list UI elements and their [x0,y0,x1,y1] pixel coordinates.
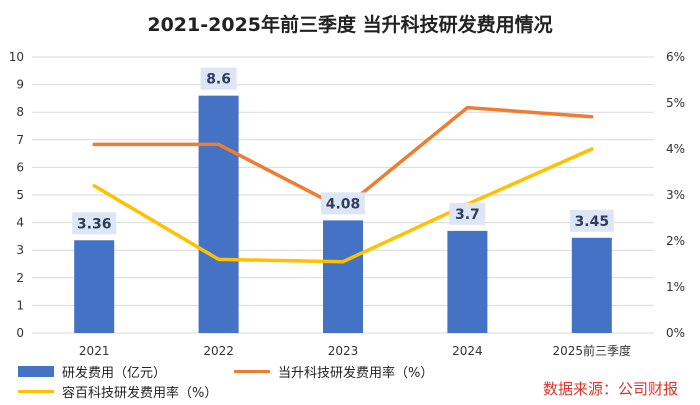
bar-layer [74,95,612,333]
y-left-tick-label: 8 [16,105,24,119]
y-left-tick-label: 4 [16,216,24,230]
x-tick-label: 2025前三季度 [553,343,632,358]
legend-item-line1: 当升科技研发费用率（%） [234,362,433,381]
data-label: 4.08 [326,196,361,212]
legend-label-bar: 研发费用（亿元） [62,366,167,381]
data-label-box [569,209,614,232]
data-source: 数据来源：公司财报 [542,380,678,398]
bar [323,220,363,333]
chart-title: 2021-2025年前三季度 当升科技研发费用情况 [147,14,553,36]
data-label: 3.45 [575,214,610,230]
x-tick-label: 2021 [79,344,110,358]
y-right-tick-label: 5% [666,96,685,110]
y-right-tick-label: 0% [666,326,685,340]
bar [74,240,115,333]
label-layer: 3.36 8.6 4.08 3.7 3.45 [72,67,614,235]
line-series-2 [92,147,594,264]
data-label-box [449,202,486,225]
bar [447,230,488,333]
legend-item-bar: 研发费用（亿元） [18,362,166,381]
legend-label-line1: 当升科技研发费用率（%） [278,366,434,381]
axis-layer: 0 1 2 3 4 5 6 7 8 9 10 0% 1% 2% 3% 4% 5% 6% 2021 2022 2023 20… [9,50,685,358]
y-right-tick-label: 1% [666,280,685,294]
legend-swatch-bar [18,366,54,377]
legend-item-line2: 容百科技研发费用率（%） [18,382,217,401]
legend-label-line2: 容百科技研发费用率（%） [62,386,218,401]
data-label: 3.7 [455,207,480,223]
y-left-tick-label: 3 [16,243,24,257]
data-label-box [72,212,117,235]
x-tick-label: 2023 [328,344,359,358]
y-left-tick-label: 1 [16,298,24,312]
legend-swatch-line2 [18,390,54,393]
bar [198,95,239,333]
data-label: 8.6 [206,72,231,88]
data-label-box [200,67,237,90]
y-right-tick-label: 3% [666,188,685,202]
legend-swatch-line1 [234,370,270,373]
x-tick-label: 2024 [452,344,483,358]
data-label-box [321,192,365,215]
y-left-tick-label: 5 [16,188,24,202]
y-right-tick-label: 4% [666,142,685,156]
bar [571,237,612,333]
y-left-tick-label: 2 [16,271,24,285]
x-tick-label: 2022 [203,344,234,358]
y-left-tick-label: 0 [16,326,24,340]
y-left-tick-label: 6 [16,160,24,174]
y-left-tick-label: 7 [16,133,24,147]
y-right-tick-label: 2% [666,234,685,248]
data-label: 3.36 [77,216,112,232]
y-left-tick-label: 9 [16,78,24,92]
y-right-tick-label: 6% [666,50,685,64]
y-left-tick-label: 10 [9,50,24,64]
